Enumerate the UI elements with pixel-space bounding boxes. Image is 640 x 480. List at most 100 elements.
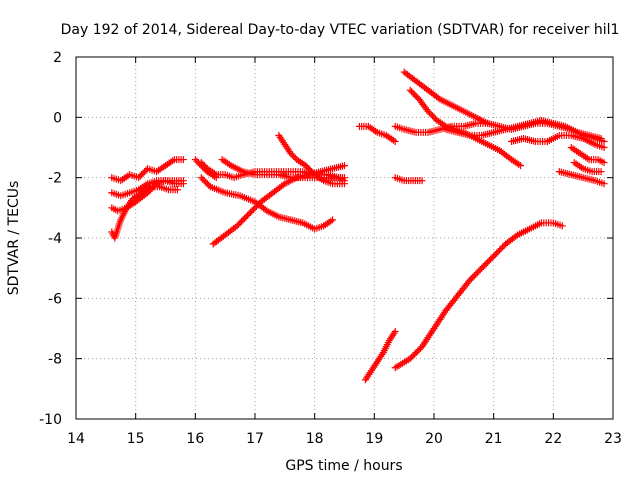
data-point — [499, 243, 507, 251]
data-point — [193, 157, 201, 165]
x-tick-label: 19 — [365, 431, 383, 447]
data-point — [252, 202, 260, 210]
data-points — [108, 68, 608, 384]
data-point — [467, 275, 475, 283]
data-point — [242, 213, 250, 221]
data-point — [409, 352, 417, 360]
data-point — [302, 162, 310, 170]
data-point — [279, 181, 287, 189]
data-point — [251, 204, 259, 212]
data-point — [479, 263, 487, 271]
x-tick-label: 15 — [127, 431, 145, 447]
x-tick-label: 23 — [604, 431, 622, 447]
data-point — [288, 151, 296, 159]
data-point — [485, 257, 493, 265]
series-s10 — [191, 156, 220, 182]
data-point — [484, 258, 492, 266]
data-point — [406, 86, 414, 94]
series-s3 — [108, 183, 181, 242]
data-point — [305, 165, 313, 173]
data-point — [238, 217, 246, 225]
series-s17 — [567, 144, 608, 167]
y-tick-label: -10 — [39, 412, 62, 428]
series-s21 — [361, 328, 399, 384]
data-point — [406, 355, 414, 363]
data-point — [466, 276, 474, 284]
data-point — [429, 112, 437, 120]
data-point — [139, 169, 147, 177]
data-point — [426, 109, 434, 117]
data-point — [600, 159, 608, 167]
data-point — [424, 107, 432, 115]
data-point — [248, 207, 256, 215]
data-point — [179, 156, 187, 164]
data-point — [196, 160, 204, 168]
data-point — [412, 92, 420, 100]
series-s19 — [555, 168, 608, 188]
x-tick-label: 22 — [544, 431, 562, 447]
data-point — [199, 163, 207, 171]
data-point — [600, 180, 608, 188]
data-point — [391, 328, 399, 336]
data-point — [200, 177, 208, 185]
x-tick-label: 16 — [186, 431, 204, 447]
data-point — [244, 211, 252, 219]
series-s6 — [197, 174, 337, 233]
data-point — [475, 267, 483, 275]
data-point — [247, 208, 255, 216]
data-point — [341, 162, 348, 170]
data-point — [418, 177, 426, 185]
data-point — [411, 91, 419, 99]
x-tick-label: 20 — [425, 431, 443, 447]
data-point — [409, 89, 417, 97]
y-tick-label: -8 — [48, 352, 62, 368]
data-point — [199, 175, 207, 183]
data-point — [597, 134, 605, 142]
y-tick-label: -4 — [48, 231, 62, 247]
x-tick-label: 21 — [485, 431, 503, 447]
data-point — [558, 222, 566, 230]
data-point — [236, 219, 244, 227]
data-point — [261, 206, 269, 214]
data-point — [197, 174, 205, 182]
data-point — [430, 113, 438, 121]
axis-ticks: 14 15 16 17 18 19 20 21 22 23 -10 -8 -6 -4 -2 0 2 — [39, 50, 622, 447]
data-point — [427, 110, 435, 118]
series-s20 — [391, 174, 426, 185]
x-tick-label: 17 — [246, 431, 264, 447]
data-point — [494, 248, 502, 256]
data-point — [233, 222, 241, 230]
data-point — [197, 162, 205, 170]
data-point — [239, 216, 247, 224]
data-point — [303, 163, 311, 171]
data-point — [306, 166, 314, 174]
data-point — [473, 269, 481, 277]
series-s22 — [391, 219, 566, 372]
y-tick-label: 2 — [53, 50, 62, 66]
series-s1 — [108, 156, 187, 185]
x-tick-label: 14 — [67, 431, 85, 447]
data-point — [200, 165, 208, 173]
data-point — [205, 181, 213, 189]
data-point — [250, 205, 258, 213]
data-point — [290, 153, 298, 161]
data-point — [308, 168, 316, 176]
data-point — [517, 162, 525, 170]
y-tick-label: -2 — [48, 171, 62, 187]
data-point — [254, 201, 262, 209]
data-point — [472, 270, 480, 278]
data-point — [202, 178, 210, 186]
data-point — [235, 220, 243, 228]
data-point — [434, 94, 442, 102]
data-point — [412, 349, 420, 357]
data-point — [600, 137, 608, 145]
series-s18 — [570, 159, 605, 176]
data-point — [414, 347, 422, 355]
data-point — [470, 272, 478, 280]
x-axis-label: GPS time / hours — [285, 458, 402, 474]
data-point — [491, 251, 499, 259]
data-point — [496, 246, 504, 254]
data-point — [391, 137, 399, 145]
x-tick-label: 18 — [306, 431, 324, 447]
